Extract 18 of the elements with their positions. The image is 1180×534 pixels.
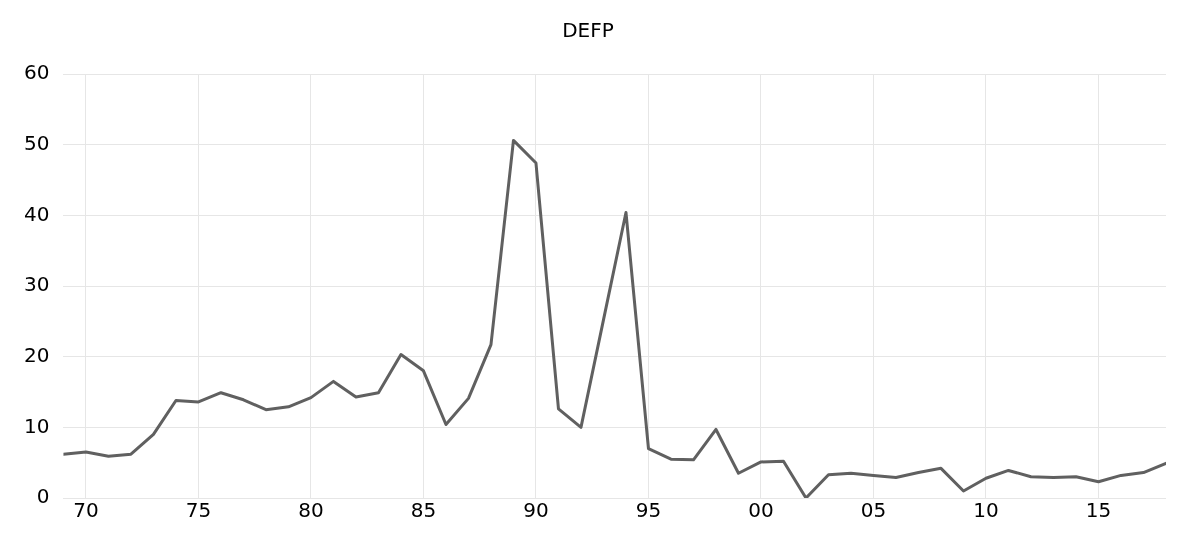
y-tick-label: 0 — [36, 484, 50, 509]
x-tick-label: 80 — [298, 498, 324, 523]
x-tick-label: 00 — [748, 498, 774, 523]
y-tick-label: 30 — [24, 272, 50, 297]
chart-title: DEFP — [562, 18, 614, 43]
x-tick-label: 90 — [523, 498, 549, 523]
x-tick-label: 95 — [635, 498, 662, 523]
x-tick-label: 10 — [973, 498, 999, 523]
x-tick-label: 85 — [410, 498, 437, 523]
y-tick-label: 10 — [24, 413, 50, 438]
y-tick-label: 20 — [24, 342, 50, 367]
x-tick-label: 15 — [1085, 498, 1112, 523]
y-tick-label: 40 — [24, 201, 50, 226]
y-tick-label: 50 — [24, 130, 50, 155]
x-tick-label: 75 — [185, 498, 212, 523]
y-tick-label: 60 — [24, 60, 50, 85]
x-tick-label: 05 — [860, 498, 887, 523]
x-tick-label: 70 — [73, 498, 99, 523]
